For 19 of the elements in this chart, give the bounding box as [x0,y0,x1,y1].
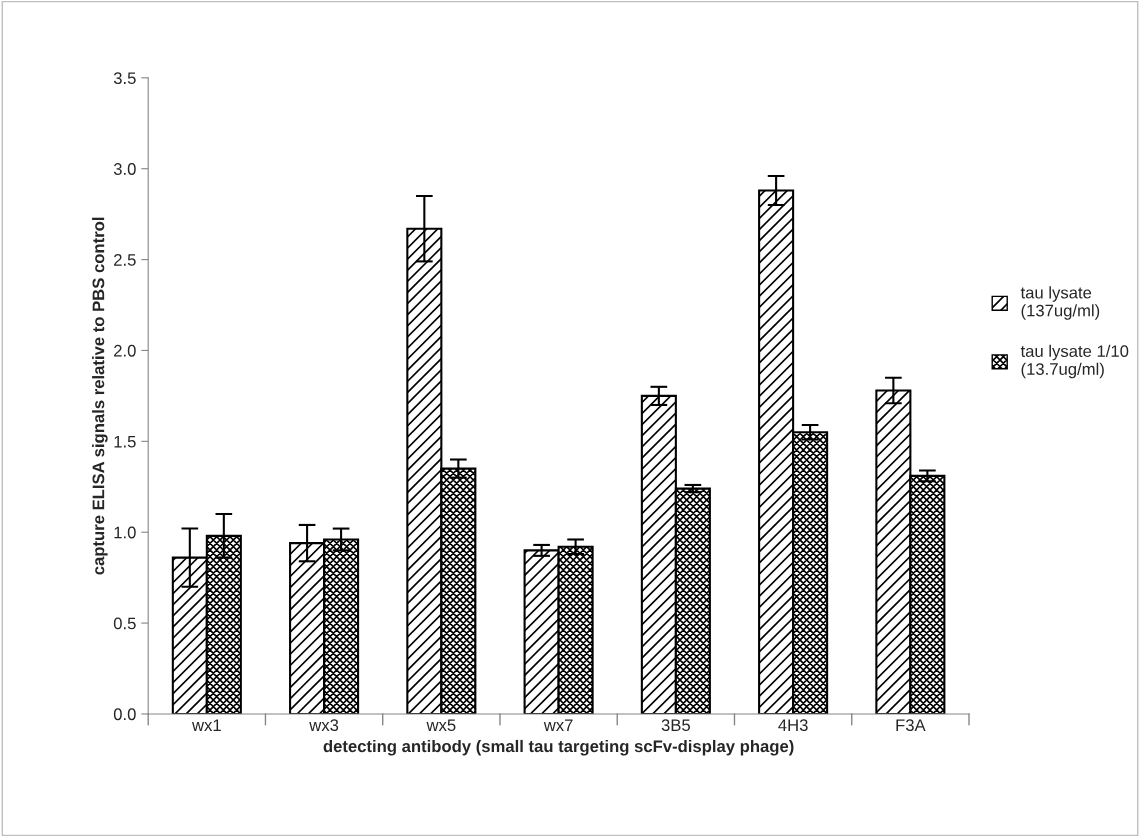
x-tick-label: 4H3 [778,719,808,732]
legend-label: tau lysate (137ug/ml) [1020,286,1100,320]
x-tick-label: wx5 [426,719,456,732]
y-tick-label: 0.0 [113,708,136,721]
x-tick-label: wx1 [191,719,221,731]
y-tick-label: 2.0 [114,344,136,357]
x-tick-label: wx7 [543,719,573,731]
x-tick-label: wx3 [309,719,339,732]
y-tick-label: 3.0 [113,163,136,175]
y-tick-label: 1.0 [114,526,136,539]
y-tick-label: 1.5 [114,435,136,448]
x-tick-label: 3B5 [661,719,690,732]
y-axis-title: capture ELISA signals relative to PBS control [92,217,108,575]
x-tick-label: F3A [896,719,926,732]
legend-label: tau lysate 1/10 (13.7ug/ml) [1020,344,1129,379]
y-tick-label: 3.5 [113,72,136,85]
x-axis-title: detecting antibody (small tau targeting scFv-display phage) [323,739,794,756]
y-tick-label: 2.5 [114,253,136,266]
y-tick-label: 0.5 [113,617,136,630]
